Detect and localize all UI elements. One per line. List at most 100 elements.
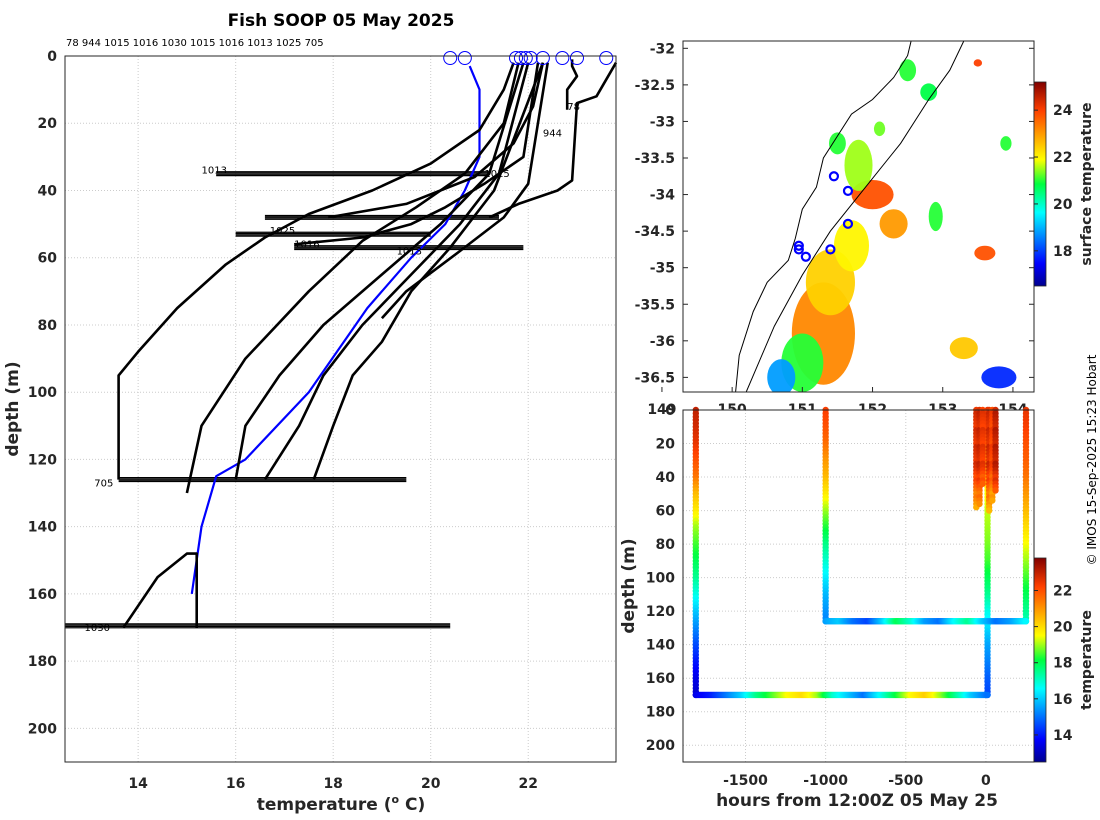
recent-cast-point	[979, 480, 986, 487]
map-y-tick-label: -35.5	[635, 297, 675, 313]
map-y-tick-label: -33	[650, 114, 675, 130]
map-colorbar-tick-label: 20	[1053, 197, 1073, 213]
temperature-colorbar-label: temperature	[1079, 610, 1095, 710]
map-colorbar-tick-label: 18	[1053, 244, 1072, 260]
profiles-y-tick-label: 80	[38, 318, 58, 334]
chart-title: Fish SOOP 05 May 2025	[228, 11, 455, 31]
sst-patch	[833, 220, 870, 272]
station-marker	[842, 185, 854, 197]
mean-profile-line	[190, 65, 481, 595]
profiles-y-tick-label: 140	[28, 520, 57, 536]
temperature-colorbar-tick-label: 18	[1053, 656, 1072, 672]
profile-line-1030	[122, 552, 198, 629]
map-colorbar-ticks: 18 20 22 24	[1034, 103, 1073, 260]
map-panel: -32 -32.5 -33 -33.5 -34 -34.5 -35 -35.5 -36 -36.5…	[635, 40, 1095, 418]
surface-marker	[569, 51, 584, 65]
sst-patch	[973, 59, 983, 67]
sst-field	[767, 59, 1017, 392]
sst-patch	[974, 245, 996, 261]
timeseries-y-tick-label: 180	[646, 705, 675, 721]
temperature-colorbar-tick-label: 16	[1053, 692, 1072, 708]
station-marker	[825, 244, 836, 255]
temperature-colorbar	[1034, 558, 1046, 762]
recent-cast-point	[976, 500, 983, 508]
map-stations	[793, 171, 854, 262]
map-y-tick-label: -34	[650, 188, 676, 204]
station-marker	[793, 244, 804, 255]
profiles-y-tick-label: 120	[28, 452, 57, 468]
cast-label: 1016	[294, 240, 319, 251]
surface-marker	[535, 51, 550, 65]
profiles-x-tick-label: 20	[421, 776, 441, 792]
cast-label: 1030	[85, 623, 110, 634]
profiles-y-ticks: 0 20 40 60 80 100 120 140 160 180 200	[28, 49, 57, 737]
surface-marker	[457, 51, 472, 65]
profiles-y-tick-label: 60	[38, 251, 58, 267]
cast-label: 1015	[484, 169, 509, 180]
ship-track	[745, 41, 965, 392]
profiles-x-tick-label: 16	[226, 776, 245, 792]
sst-patch	[928, 201, 943, 232]
profiles-y-tick-label: 20	[38, 116, 58, 132]
profiles-y-tick-label: 100	[28, 385, 57, 401]
timeseries-x-tick-label: 0	[981, 773, 991, 789]
profiles-x-tick-label: 14	[128, 776, 148, 792]
map-y-tick-label: -32.5	[635, 78, 675, 94]
timeseries-y-tick-label: 120	[646, 604, 675, 620]
timeseries-y-tick-label: 60	[656, 504, 676, 520]
temperature-colorbar-tick-label: 14	[1053, 728, 1073, 744]
map-colorbar-label: surface temperature	[1079, 102, 1095, 265]
recent-cast-point	[992, 487, 999, 494]
map-y-tick-label: -32	[650, 41, 675, 57]
station-marker	[793, 240, 804, 251]
station-marker	[800, 251, 811, 262]
map-y-ticks: -32 -32.5 -33 -33.5 -34 -34.5 -35 -35.5 -36 -36.5	[635, 41, 1034, 386]
surface-marker	[555, 51, 570, 65]
sst-patch	[899, 59, 917, 82]
temperature-colorbar-tick-label: 20	[1053, 620, 1073, 636]
cast-label: 1013	[397, 246, 422, 257]
coastline	[735, 41, 912, 392]
profiles-y-tick-label: 40	[38, 183, 58, 199]
surface-marker	[599, 51, 614, 65]
timeseries-x-tick-label: -1500	[723, 773, 768, 789]
profile-line-944	[328, 62, 545, 219]
station-marker	[842, 218, 854, 229]
sst-patch	[1000, 136, 1012, 151]
profiles-y-tick-label: 160	[28, 587, 57, 603]
profile-line-78	[565, 59, 579, 110]
recent-cast-point	[989, 497, 996, 504]
profile-line-705	[117, 62, 515, 480]
sst-patch	[879, 209, 908, 239]
map-y-tick-label: -36.5	[635, 370, 675, 386]
profiles-series	[65, 59, 618, 629]
credit-text: © IMOS 15-Sep-2025 15:23 Hobart	[1085, 354, 1099, 565]
cast-label: 1025	[270, 226, 295, 237]
sst-patch	[844, 139, 873, 191]
timeseries-y-tick-label: 200	[646, 738, 675, 754]
profile-line-1025	[312, 62, 545, 481]
timeseries-x-label: hours from 12:00Z 05 May 25	[716, 791, 998, 811]
timeseries-y-tick-label: 100	[646, 571, 675, 587]
map-x-tick-label: 149	[647, 402, 676, 418]
surface-marker	[509, 51, 524, 65]
profiles-y-label: depth (m)	[3, 361, 23, 456]
temperature-colorbar-ticks: 14 16 18 20 22	[1034, 583, 1073, 744]
surface-marker	[513, 51, 528, 65]
profile-line-1015a	[294, 62, 540, 246]
temperature-colorbar-tick-label: 22	[1053, 583, 1072, 599]
profiles-cast-labels: 78 944 1015 1013 1025 1016 1013 705 1030	[85, 102, 580, 634]
surface-marker	[518, 51, 533, 65]
map-y-tick-label: -33.5	[635, 151, 675, 167]
timeseries-x-tick-label: -1000	[803, 773, 848, 789]
timeseries-panel: -1500 -1000 -500 0 020406080100120140160180…	[619, 403, 1095, 811]
profiles-y-tick-label: 0	[47, 49, 57, 65]
profiles-x-tick-label: 18	[323, 776, 342, 792]
sst-patch	[829, 132, 846, 155]
map-y-tick-label: -34.5	[635, 224, 675, 240]
tow-point	[1022, 618, 1030, 625]
timeseries-y-tick-label: 160	[646, 671, 675, 687]
cast-label: 705	[94, 478, 113, 489]
profiles-y-tick-label: 200	[28, 721, 57, 737]
